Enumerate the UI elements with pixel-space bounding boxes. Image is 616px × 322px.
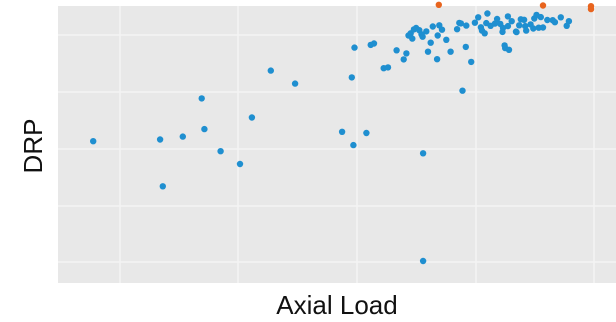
data-point [198, 95, 205, 102]
data-point [453, 26, 461, 33]
data-point [427, 39, 434, 46]
y-axis-label: DRP [18, 119, 48, 174]
data-point [156, 136, 164, 143]
data-point [348, 74, 355, 81]
data-point [424, 48, 432, 55]
x-axis-label: Axial Load [276, 290, 397, 320]
data-point [363, 129, 370, 137]
data-point [179, 133, 186, 140]
data-point [499, 24, 507, 32]
data-point [338, 128, 346, 135]
data-point [463, 22, 470, 29]
data-point [201, 125, 208, 133]
data-point [236, 160, 244, 168]
data-point [504, 22, 512, 30]
data-point [505, 46, 513, 53]
data-point [419, 257, 427, 265]
data-point [539, 24, 547, 31]
data-point [423, 28, 430, 35]
data-point [565, 18, 573, 25]
data-point [419, 150, 427, 157]
data-point [504, 13, 512, 20]
data-point [544, 16, 551, 24]
data-point [530, 25, 537, 32]
data-point [447, 48, 454, 55]
data-point [557, 14, 564, 21]
data-point [516, 22, 523, 29]
grid-lines [58, 6, 616, 283]
data-point [409, 35, 416, 42]
data-point [429, 23, 436, 30]
data-point [462, 43, 469, 51]
plot-area [58, 6, 616, 283]
data-point [267, 67, 274, 74]
data-point [393, 47, 400, 54]
data-point [551, 19, 559, 26]
data-point [457, 20, 465, 27]
data-point [523, 27, 530, 34]
data-point [484, 10, 491, 17]
data-point [459, 87, 466, 94]
data-point [403, 50, 410, 57]
data-point [468, 58, 475, 66]
data-point [400, 56, 407, 63]
data-point [471, 19, 479, 26]
data-point [351, 44, 358, 51]
data-point [90, 138, 97, 145]
data-point [291, 80, 299, 87]
data-point [520, 16, 528, 23]
data-point [248, 114, 256, 121]
data-point [475, 14, 482, 21]
data-point [443, 36, 450, 43]
data-point [493, 15, 501, 23]
data-point [217, 148, 224, 155]
data-point [508, 18, 515, 25]
data-point [539, 2, 547, 9]
data-point [438, 26, 446, 33]
data-point [481, 30, 488, 37]
data-points [90, 1, 595, 265]
data-point [434, 32, 441, 39]
data-point [433, 56, 441, 63]
data-point [384, 64, 392, 71]
data-point [159, 183, 166, 190]
data-point [435, 1, 442, 8]
data-point [537, 13, 544, 21]
data-point [587, 5, 595, 13]
data-point [513, 28, 520, 36]
data-point [350, 141, 357, 149]
data-point [370, 40, 378, 47]
data-point [419, 33, 426, 40]
